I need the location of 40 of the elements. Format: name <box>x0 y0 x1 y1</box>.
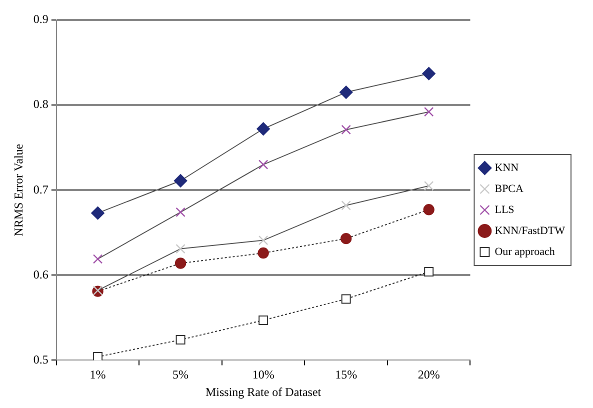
point <box>424 107 434 117</box>
point <box>341 294 351 304</box>
point <box>424 181 434 191</box>
point <box>423 204 434 216</box>
point <box>258 235 268 246</box>
x-axis-title: Missing Rate of Dataset <box>205 384 322 399</box>
y-tick-label: 0.9 <box>33 12 48 26</box>
point <box>341 124 351 135</box>
point <box>424 267 434 276</box>
point <box>258 160 268 170</box>
point <box>176 244 186 254</box>
legend-label: KNN/FastDTW <box>494 224 566 237</box>
point <box>174 258 186 269</box>
y-tick-label: 0.6 <box>33 267 48 282</box>
y-axis-title: NRMS Error Value <box>11 144 26 236</box>
point <box>174 174 188 188</box>
x-tick-label: 1% <box>90 368 106 382</box>
point <box>92 254 103 264</box>
point <box>340 232 352 244</box>
legend-label: LLS <box>494 204 514 216</box>
x-tick-label: 20% <box>418 368 440 382</box>
y-tick-label: 0.8 <box>33 97 48 112</box>
x-tick-label: 15% <box>335 368 358 382</box>
point <box>93 352 103 360</box>
x-tick-label: 5% <box>172 368 189 382</box>
point <box>176 207 186 218</box>
point <box>176 335 186 345</box>
legend-label: KNN <box>494 162 519 174</box>
y-tick-label: 0.7 <box>33 182 48 196</box>
point <box>422 66 436 80</box>
point <box>341 200 351 210</box>
legend-label: BPCA <box>494 182 524 195</box>
x-tick-label: 10% <box>252 368 274 382</box>
point <box>339 86 353 99</box>
point <box>91 206 104 220</box>
point <box>258 247 269 259</box>
y-tick-label: 0.5 <box>33 352 48 366</box>
point <box>258 315 268 325</box>
legend-label: Our approach <box>494 246 556 258</box>
point <box>256 122 270 136</box>
